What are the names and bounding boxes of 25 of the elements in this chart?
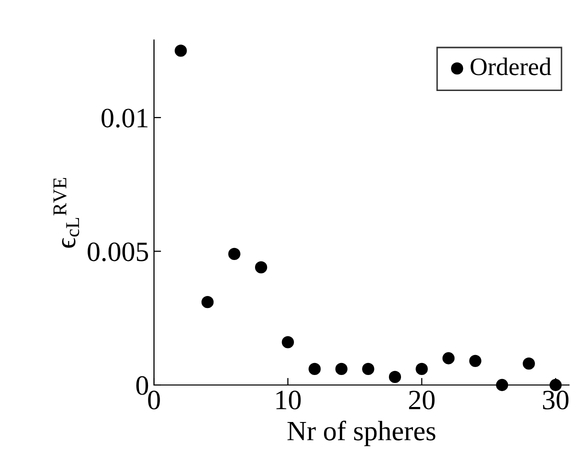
point: [416, 362, 428, 376]
y-tick-label: 0: [136, 376, 148, 395]
point: [228, 248, 240, 260]
x-tick-label: 20: [409, 390, 435, 410]
point: [255, 261, 268, 274]
point: [201, 296, 214, 308]
y-tick-label: 0.005: [88, 242, 148, 262]
x-tick-label: 10: [276, 390, 301, 410]
point: [522, 358, 535, 370]
y-axis-title: ϵ$_{cL}$$^{RVE}$: [54, 178, 80, 248]
legend-label: Ordered: [470, 58, 552, 76]
point: [308, 362, 321, 376]
point: [335, 362, 348, 376]
point: [550, 378, 562, 392]
y-tick-label: 0.01: [102, 108, 148, 128]
x-tick-label: 30: [543, 390, 568, 410]
point: [469, 354, 482, 368]
x-axis-title: Nr of spheres: [287, 420, 436, 446]
point: [362, 362, 374, 376]
point: [388, 370, 402, 384]
point: [496, 378, 508, 392]
point: [442, 352, 455, 364]
x-tick-label: 0: [148, 390, 160, 410]
point: [174, 44, 187, 57]
point: [282, 336, 294, 348]
